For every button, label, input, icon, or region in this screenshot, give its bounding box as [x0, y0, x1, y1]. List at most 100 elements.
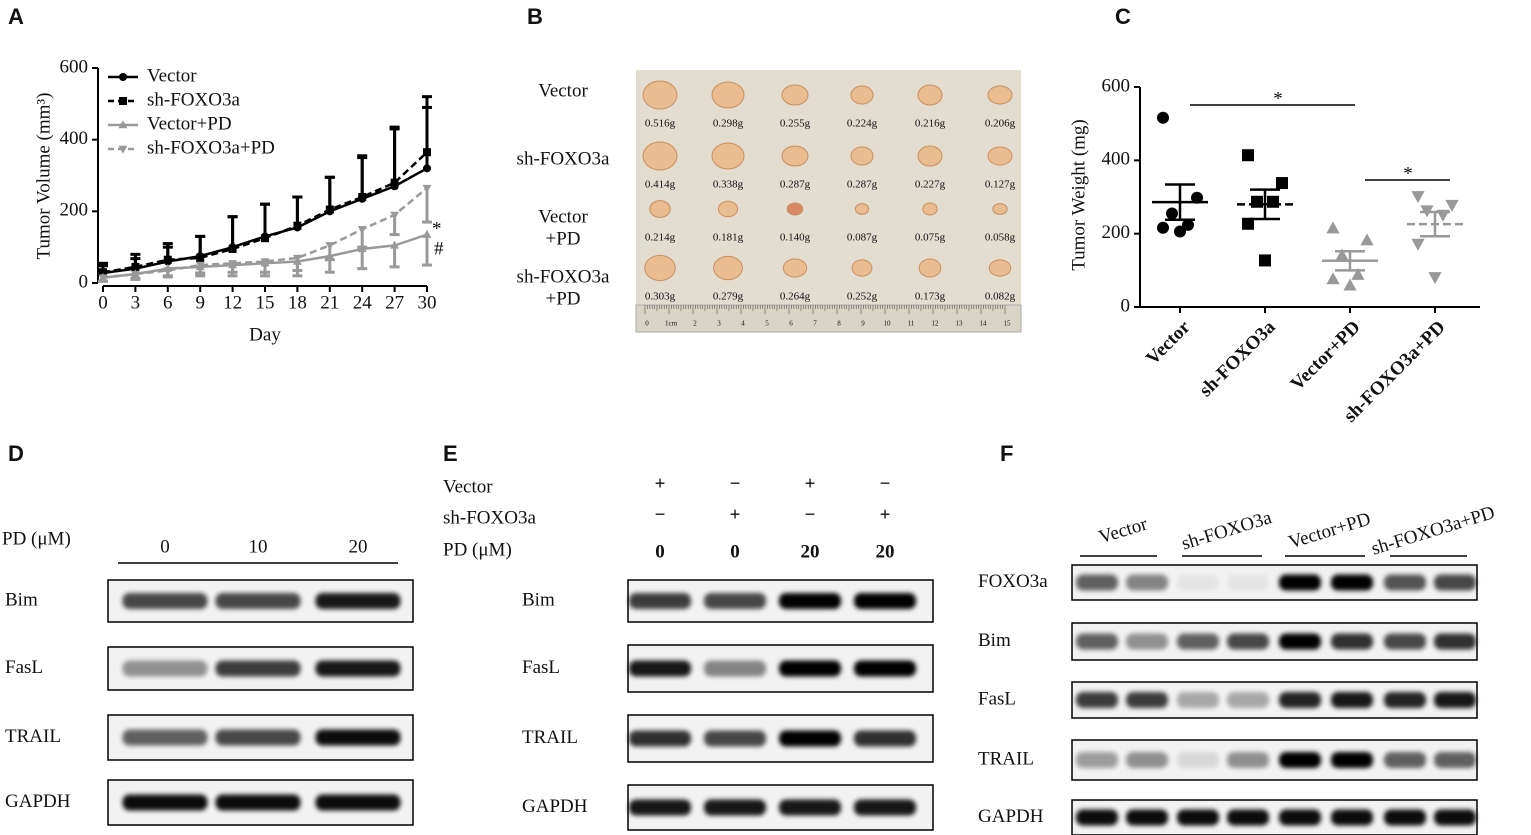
band — [1177, 574, 1219, 591]
band — [1279, 752, 1321, 768]
band — [1227, 574, 1269, 591]
tumor — [786, 202, 804, 216]
row-label: FasL — [5, 657, 43, 678]
ruler-label: 15 — [1004, 320, 1012, 328]
band — [1384, 633, 1426, 650]
marker — [325, 205, 334, 214]
band — [1177, 809, 1219, 826]
marker — [1445, 199, 1459, 212]
tumor — [781, 145, 809, 167]
tumor — [918, 258, 942, 278]
row-label: Vector — [538, 80, 588, 101]
panel-letter: F — [1000, 441, 1013, 466]
weight-label: 0.181g — [713, 232, 744, 244]
marker — [1166, 207, 1178, 220]
band — [1126, 633, 1168, 650]
y-axis-label: Tumor Volume (mm³) — [33, 93, 54, 260]
x-tick-label: 3 — [131, 292, 141, 313]
dose-label: 0 — [160, 536, 170, 557]
tumor — [851, 259, 873, 277]
marker — [1259, 254, 1271, 267]
row-label: +PD — [545, 228, 580, 249]
panel-letter: B — [527, 4, 543, 29]
row-label: FasL — [522, 657, 560, 678]
band — [1177, 752, 1219, 768]
band — [629, 799, 691, 816]
band — [215, 593, 301, 609]
marker — [118, 145, 128, 154]
y-tick-label: 600 — [60, 56, 89, 77]
annotation: * — [1273, 88, 1283, 109]
legend-label: Vector+PD — [147, 113, 232, 134]
weight-label: 0.140g — [780, 232, 811, 244]
tumor — [992, 203, 1008, 215]
marker — [390, 211, 399, 220]
row-label: Bim — [5, 589, 38, 610]
legend-label: Vector — [147, 65, 197, 86]
marker — [1343, 278, 1357, 291]
ruler — [635, 304, 1022, 333]
ruler-label: 3 — [717, 320, 721, 328]
lane-label: 20 — [876, 541, 895, 562]
tumor — [649, 200, 671, 218]
row-label: FOXO3a — [978, 571, 1048, 592]
ruler-label: 10 — [884, 320, 892, 328]
lane-label: + — [805, 473, 816, 494]
panel-letter: A — [8, 4, 24, 29]
band — [1177, 633, 1219, 650]
group-label: sh-FOXO3a — [1179, 507, 1275, 554]
lane-label: 0 — [730, 541, 740, 562]
marker — [228, 260, 237, 269]
band — [1076, 633, 1118, 650]
band — [1331, 809, 1373, 826]
weight-label: 0.214g — [645, 232, 676, 244]
band — [315, 593, 401, 609]
photo — [636, 70, 1021, 332]
band — [1279, 633, 1321, 650]
band — [122, 794, 208, 811]
weight-label: 0.298g — [713, 118, 744, 130]
marker — [118, 120, 128, 129]
ruler-label: 14 — [980, 320, 988, 328]
weight-label: 0.287g — [847, 179, 878, 191]
tumor — [713, 255, 743, 281]
weight-label: 0.303g — [645, 291, 676, 303]
band — [1434, 574, 1476, 591]
row-label: TRAIL — [5, 726, 61, 747]
band — [1279, 692, 1321, 708]
y-tick-label: 200 — [60, 200, 89, 221]
band — [1227, 692, 1269, 708]
band — [854, 660, 916, 677]
band — [1384, 692, 1426, 708]
weight-label: 0.414g — [645, 179, 676, 191]
marker — [390, 178, 399, 187]
condition-label: Vector — [443, 476, 493, 497]
weight-label: 0.127g — [985, 179, 1016, 191]
marker — [1360, 233, 1374, 246]
tumor — [917, 145, 943, 167]
band — [1227, 633, 1269, 650]
row-label: TRAIL — [978, 748, 1034, 769]
marker — [1335, 248, 1349, 261]
band — [1279, 574, 1321, 591]
marker — [1157, 221, 1169, 234]
band — [122, 729, 208, 746]
tumor — [644, 254, 676, 282]
marker — [1242, 149, 1254, 162]
marker — [1174, 225, 1186, 238]
annotation: # — [434, 238, 444, 259]
x-tick-label: 6 — [163, 292, 173, 313]
lane-label: − — [730, 473, 741, 494]
row-label: TRAIL — [522, 727, 578, 748]
tumor — [642, 80, 678, 110]
band — [122, 593, 208, 609]
weight-label: 0.206g — [985, 118, 1016, 130]
marker — [260, 258, 270, 267]
band — [854, 593, 916, 609]
marker — [422, 184, 432, 193]
band — [1076, 574, 1118, 591]
x-tick-label: 30 — [418, 292, 437, 313]
ruler-label: 13 — [956, 320, 964, 328]
marker — [163, 267, 173, 276]
marker — [131, 270, 140, 279]
